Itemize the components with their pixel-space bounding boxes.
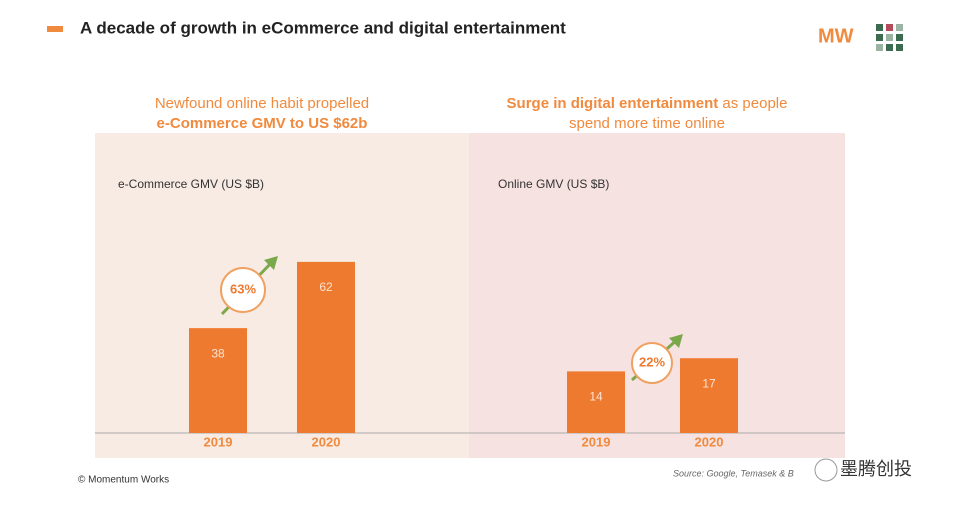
title: A decade of growth in eCommerce and digi… <box>80 18 566 37</box>
bar <box>680 358 738 433</box>
watermark-text: 墨腾创投 <box>840 459 912 479</box>
subtitle: spend more time online <box>569 115 725 132</box>
watermark: 墨腾创投 <box>814 458 912 482</box>
title-dash <box>47 26 63 32</box>
copyright: © Momentum Works <box>78 475 169 486</box>
x-tick-label: 2020 <box>695 434 724 449</box>
growth-arrow-head <box>669 334 683 348</box>
growth-badge <box>631 342 673 384</box>
bar <box>189 328 247 433</box>
y-axis-label: Online GMV (US $B) <box>498 177 609 191</box>
subtitle: as people <box>718 95 787 112</box>
subtitle: e-Commerce GMV to US $62b <box>157 115 368 132</box>
growth-badge <box>220 267 266 313</box>
subtitle: Surge in digital entertainment <box>507 95 719 112</box>
subtitle: Newfound online habit propelled <box>155 95 369 112</box>
panel-right <box>469 133 845 458</box>
growth-label: 63% <box>230 281 256 296</box>
logo: MW <box>818 25 854 47</box>
growth-arrow-head <box>264 256 278 270</box>
subtitle: Surge in digital entertainment as people <box>507 95 788 112</box>
value-label: 17 <box>702 376 716 390</box>
value-label: 38 <box>211 346 225 360</box>
y-axis-label: e-Commerce GMV (US $B) <box>118 177 264 191</box>
bar <box>567 371 625 433</box>
source: Source: Google, Temasek & B <box>673 468 794 478</box>
panel-left <box>95 133 469 458</box>
bar <box>297 261 355 433</box>
value-label: 14 <box>589 390 603 404</box>
x-tick-label: 2019 <box>582 434 611 449</box>
x-tick-label: 2019 <box>204 434 233 449</box>
value-label: 62 <box>319 280 333 294</box>
logo-grid <box>876 24 903 51</box>
x-tick-label: 2020 <box>312 434 341 449</box>
growth-label: 22% <box>639 354 665 369</box>
